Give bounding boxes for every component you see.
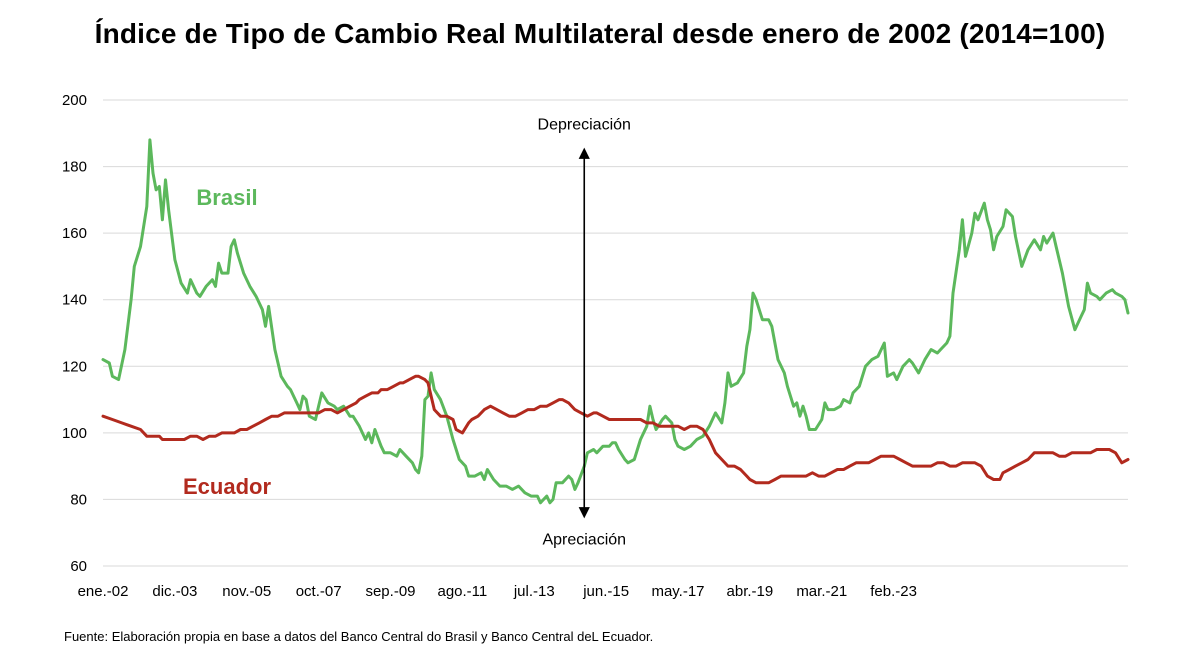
y-tick-label: 140 <box>62 292 87 309</box>
y-tick-label: 180 <box>62 159 87 176</box>
appreciation-label: Apreciación <box>542 532 626 549</box>
x-tick-label: jul.-13 <box>513 583 555 600</box>
y-tick-label: 100 <box>62 425 87 442</box>
depreciation-label: Depreciación <box>538 116 631 133</box>
y-tick-label: 80 <box>70 491 87 508</box>
x-tick-label: mar.-21 <box>796 583 847 600</box>
direction-arrow: Depreciación Apreciación <box>538 116 631 548</box>
x-tick-label: ago.-11 <box>437 583 487 600</box>
ecuador-series-label: Ecuador <box>183 474 271 499</box>
chart-title: Índice de Tipo de Cambio Real Multilater… <box>94 18 1106 49</box>
y-axis-tick-labels: 60 80 100 120 140 160 180 200 <box>62 92 87 575</box>
x-tick-label: dic.-03 <box>152 583 197 600</box>
y-tick-label: 60 <box>70 558 87 575</box>
x-tick-label: may.-17 <box>651 583 704 600</box>
x-tick-label: sep.-09 <box>365 583 415 600</box>
series-line-brasil <box>101 138 1130 505</box>
series-lines <box>101 138 1130 505</box>
x-tick-label: jun.-15 <box>582 583 629 600</box>
source-note: Fuente: Elaboración propia en base a dat… <box>64 629 654 644</box>
brasil-series-label: Brasil <box>196 185 257 210</box>
x-tick-label: oct.-07 <box>296 583 342 600</box>
x-tick-label: nov.-05 <box>222 583 271 600</box>
x-tick-label: ene.-02 <box>78 583 129 600</box>
y-tick-label: 120 <box>62 358 87 375</box>
y-tick-label: 200 <box>62 92 87 109</box>
x-tick-label: abr.-19 <box>727 583 774 600</box>
gridlines <box>103 99 1128 567</box>
x-axis-tick-labels: ene.-02 dic.-03 nov.-05 oct.-07 sep.-09 ago.-… <box>78 583 917 600</box>
x-tick-label: feb.-23 <box>870 583 917 600</box>
series-line-ecuador <box>101 374 1130 485</box>
y-tick-label: 160 <box>62 225 87 242</box>
